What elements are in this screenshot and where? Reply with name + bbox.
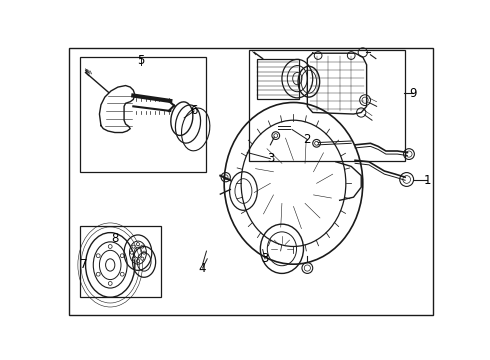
Text: 2: 2 bbox=[304, 133, 311, 146]
Circle shape bbox=[141, 257, 144, 260]
Bar bbox=[249, 50, 405, 161]
Circle shape bbox=[132, 245, 135, 248]
Circle shape bbox=[136, 243, 140, 246]
Bar bbox=[80, 226, 161, 297]
Text: 8: 8 bbox=[111, 231, 119, 244]
Text: 4: 4 bbox=[199, 261, 206, 275]
Text: 7: 7 bbox=[80, 258, 88, 271]
Circle shape bbox=[132, 257, 135, 260]
Text: 3: 3 bbox=[267, 152, 274, 165]
Text: 6: 6 bbox=[191, 104, 198, 117]
Text: 3: 3 bbox=[261, 252, 269, 265]
Circle shape bbox=[136, 260, 140, 263]
Circle shape bbox=[141, 245, 144, 248]
Text: 9: 9 bbox=[409, 87, 416, 100]
Circle shape bbox=[143, 251, 146, 254]
Bar bbox=[257, 59, 299, 99]
Circle shape bbox=[130, 251, 133, 254]
Text: 1: 1 bbox=[424, 174, 431, 187]
Bar bbox=[80, 57, 206, 172]
Text: 5: 5 bbox=[137, 54, 145, 67]
